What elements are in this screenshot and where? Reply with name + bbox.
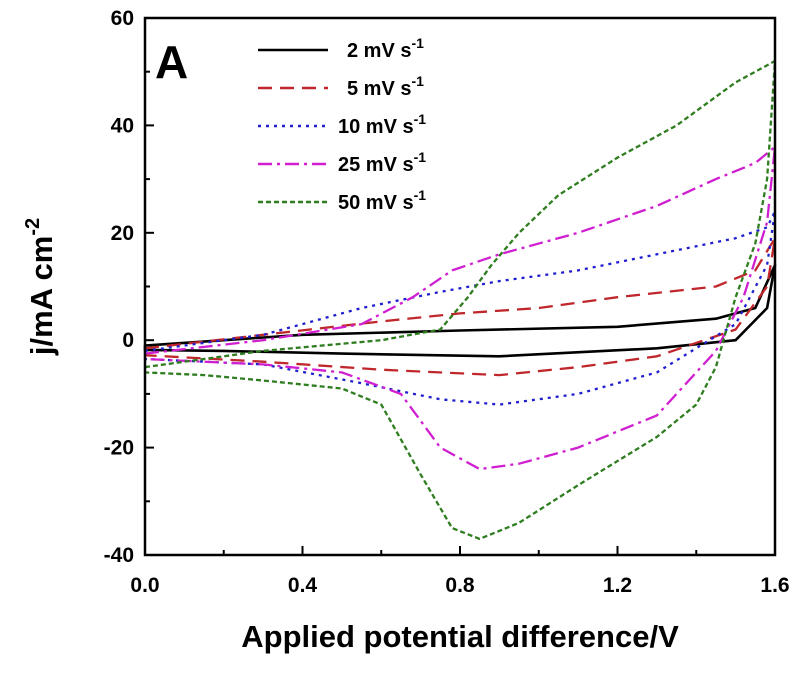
- series-line-3: [143, 210, 777, 406]
- legend-label-text: 25 mV s: [338, 154, 414, 176]
- y-tick-label: -20: [104, 437, 134, 460]
- legend-label-text: 2 mV s: [347, 40, 411, 62]
- x-tick-label: 0.4: [288, 574, 318, 597]
- legend-label-5: 50 mV s-1: [338, 187, 426, 214]
- legend-label-sup: -1: [411, 35, 424, 51]
- y-tick-label: 20: [111, 222, 134, 245]
- series-line-1: [143, 263, 777, 358]
- y-axis-title: j/mA cm-2: [22, 218, 59, 356]
- y-axis-title-sup: -2: [22, 218, 44, 236]
- legend-label-text: 5 mV s: [347, 78, 411, 100]
- x-tick-label: 1.6: [760, 574, 789, 597]
- y-tick-label: 40: [111, 114, 134, 137]
- legend-label-sup: -1: [414, 149, 427, 165]
- legend-label-sup: -1: [414, 187, 427, 203]
- legend-label-sup: -1: [411, 73, 424, 89]
- series-line-4: [143, 145, 777, 471]
- x-axis-title: Applied potential difference/V: [241, 619, 679, 654]
- legend-label-2: 5 mV s-1: [347, 73, 424, 100]
- x-tick-label: 0.8: [445, 574, 475, 597]
- x-tick-label: 0.0: [130, 574, 159, 597]
- x-tick-label: 1.2: [603, 574, 632, 597]
- y-tick-label: -40: [104, 544, 134, 567]
- y-tick-label: 0: [122, 329, 134, 352]
- legend-label-1: 2 mV s-1: [347, 35, 424, 62]
- series-line-5: [143, 59, 777, 541]
- y-tick-label: 60: [111, 7, 134, 30]
- panel-letter: A: [155, 36, 188, 88]
- legend-label-3: 10 mV s-1: [338, 111, 426, 138]
- legend-label-sup: -1: [414, 111, 427, 127]
- legend-label-4: 25 mV s-1: [338, 149, 426, 176]
- plot-frame: [143, 16, 777, 557]
- legend-label-text: 10 mV s: [338, 116, 414, 138]
- legend-label-text: 50 mV s: [338, 192, 414, 214]
- y-axis-title-main: j/mA cm: [24, 236, 59, 356]
